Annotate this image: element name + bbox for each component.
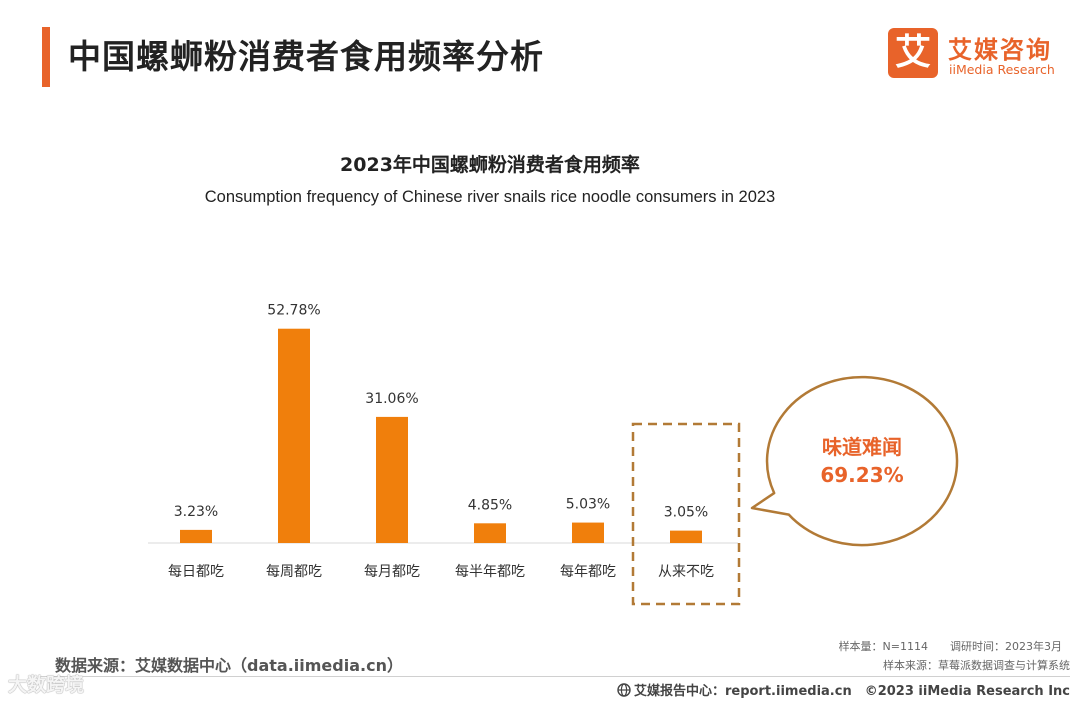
tick-label-6: 从来不吃	[658, 564, 714, 580]
title-accent-bar	[42, 27, 50, 87]
data-source: 数据来源：艾媒数据中心（data.iimedia.cn）	[55, 656, 403, 675]
bar-1	[180, 529, 212, 543]
data-label-5: 5.03%	[566, 497, 610, 513]
tick-label-1: 每日都吃	[168, 564, 224, 580]
logo-cn-text: 艾媒咨询	[948, 36, 1052, 64]
globe-icon	[617, 683, 631, 697]
page-title: 中国螺蛳粉消费者食用频率分析	[68, 37, 544, 76]
footer-text: 艾媒报告中心：report.iimedia.cn ©2023 iiMedia R…	[633, 684, 1070, 699]
data-label-2: 52.78%	[267, 303, 320, 319]
data-label-1: 3.23%	[174, 504, 218, 520]
callout-bubble	[750, 375, 959, 547]
logo-mark: 艾	[888, 28, 938, 78]
tick-label-5: 每年都吃	[560, 564, 616, 580]
iimedia-logo: 艾 艾媒咨询 iiMedia Research	[888, 28, 1068, 84]
bar-4	[474, 523, 506, 543]
data-label-3: 31.06%	[365, 391, 418, 407]
bar-6	[670, 530, 702, 543]
bar-5	[572, 522, 604, 543]
chart-subtitle: Consumption frequency of Chinese river s…	[204, 188, 776, 206]
bar-2	[278, 328, 310, 543]
tick-label-3: 每月都吃	[364, 564, 420, 580]
footer: 艾媒报告中心：report.iimedia.cn ©2023 iiMedia R…	[617, 680, 1070, 699]
sample-info: 样本量：N=1114 调研时间：2023年3月	[838, 640, 1062, 653]
callout-value: 69.23%	[820, 463, 903, 487]
watermark: 大数跨境	[8, 674, 85, 696]
data-label-4: 4.85%	[468, 497, 512, 513]
tick-label-2: 每周都吃	[266, 564, 322, 580]
data-label-6: 3.05%	[664, 505, 708, 521]
bar-3	[376, 416, 408, 543]
chart-title: 2023年中国螺蛳粉消费者食用频率	[340, 154, 640, 176]
logo-en-text: iiMedia Research	[949, 62, 1055, 77]
highlight-dashed-box	[631, 422, 741, 606]
callout-label: 味道难闻	[822, 435, 902, 459]
tick-label-4: 每半年都吃	[455, 564, 525, 580]
footer-divider	[40, 676, 1070, 677]
sample-source: 样本来源：草莓派数据调查与计算系统	[883, 659, 1070, 672]
